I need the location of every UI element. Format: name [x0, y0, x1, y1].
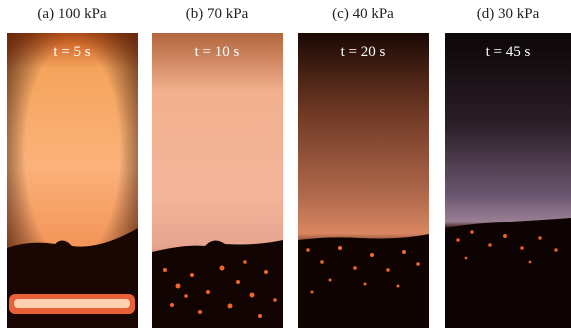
- panel-a: [7, 33, 138, 328]
- figure: (a) 100 kPa (b) 70 kPa (c) 40 kPa (d) 30…: [0, 0, 571, 331]
- time-label: t = 5 s: [53, 44, 90, 60]
- time-label: t = 20 s: [341, 44, 386, 60]
- char-zone: [152, 240, 283, 328]
- panel-label: (d) 30 kPa: [477, 6, 540, 22]
- panel-d: [445, 33, 571, 328]
- panel-label: (b) 70 kPa: [186, 6, 249, 22]
- panel-c: [298, 33, 429, 328]
- panel-label: (c) 40 kPa: [332, 6, 394, 22]
- char-zone: [298, 234, 429, 328]
- time-label: t = 45 s: [486, 44, 531, 60]
- panel-label: (a) 100 kPa: [37, 6, 106, 22]
- panel-b: [152, 33, 283, 328]
- glow-core: [14, 299, 130, 308]
- char-zone: [445, 218, 571, 328]
- time-label: t = 10 s: [195, 44, 240, 60]
